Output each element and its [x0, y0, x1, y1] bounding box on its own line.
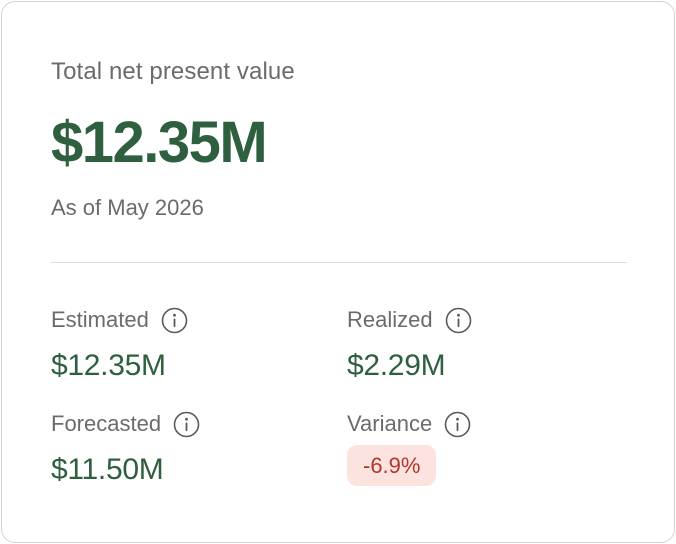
total-npv-value: $12.35M — [51, 110, 268, 175]
card-title: Total net present value — [51, 58, 295, 85]
metric-realized: Realized $2.29M — [347, 305, 627, 381]
metric-realized-label: Realized — [347, 307, 433, 332]
metric-variance-label: Variance — [347, 411, 433, 436]
metric-forecasted-value: $11.50M — [51, 453, 164, 486]
metric-forecasted: Forecasted $11.50M — [51, 409, 331, 485]
section-divider — [51, 262, 627, 263]
metric-estimated-label: Estimated — [51, 307, 149, 332]
metric-forecasted-label: Forecasted — [51, 411, 162, 436]
metric-estimated-value: $12.35M — [51, 349, 166, 382]
metric-realized-value: $2.29M — [347, 349, 446, 382]
metric-estimated: Estimated $12.35M — [51, 305, 331, 381]
info-icon[interactable] — [445, 307, 472, 334]
info-icon[interactable] — [444, 411, 471, 438]
variance-badge: -6.9% — [347, 445, 437, 487]
as-of-date: As of May 2026 — [51, 195, 204, 220]
info-icon[interactable] — [161, 307, 188, 334]
metric-variance: Variance -6.9% — [347, 409, 627, 487]
info-icon[interactable] — [173, 411, 200, 438]
